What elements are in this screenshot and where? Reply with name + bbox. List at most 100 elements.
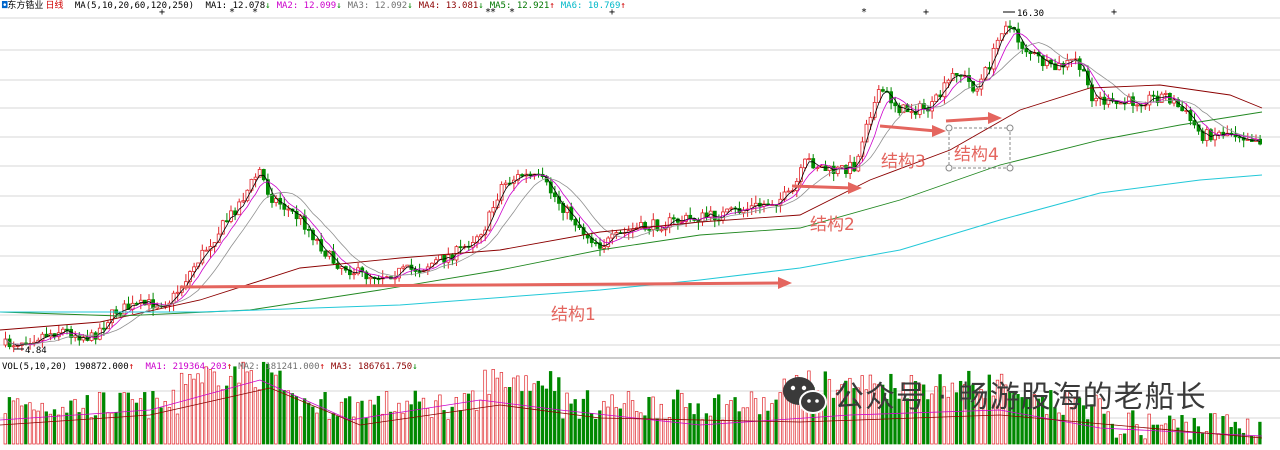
volume-bar <box>1069 406 1073 445</box>
candle <box>1200 130 1205 141</box>
watermark: 公众号 · 畅游股海的老船长 <box>784 372 1207 416</box>
volume-bar <box>294 396 299 445</box>
vol-arrow: ↑ <box>128 362 135 372</box>
candle <box>376 278 381 281</box>
volume-bar <box>352 416 356 445</box>
volume-bar <box>372 404 376 445</box>
candle <box>967 75 971 82</box>
volume-bar <box>717 394 721 445</box>
volume-bar <box>122 392 126 445</box>
candle <box>106 322 110 330</box>
candle <box>868 116 873 125</box>
candle <box>241 200 246 203</box>
ma-params: MA(5,10,20,60,120,250) <box>74 1 195 11</box>
volume-bar <box>1028 397 1032 445</box>
candle <box>1053 63 1057 71</box>
candle <box>684 214 688 222</box>
candle <box>306 228 311 231</box>
volume-bar <box>930 393 934 445</box>
volume-bar <box>950 382 955 445</box>
volume-bar <box>446 419 450 445</box>
volume-bar <box>1045 414 1049 445</box>
candle <box>1159 93 1164 103</box>
candle <box>893 102 898 107</box>
volume-bar <box>917 383 922 445</box>
candle <box>807 158 811 160</box>
period-label[interactable]: 日线 <box>45 1 64 11</box>
volume-bar <box>188 373 192 445</box>
volume-bar <box>389 411 393 445</box>
selection-box[interactable] <box>945 124 1014 172</box>
candle <box>909 111 914 114</box>
candle <box>1168 92 1172 104</box>
expand-icon[interactable]: ◘ <box>2 1 8 11</box>
candle <box>917 103 922 115</box>
volume-bar <box>3 413 7 445</box>
volume-bar <box>864 389 868 445</box>
candlesticks[interactable] <box>3 20 1262 353</box>
volume-bar <box>520 391 524 445</box>
volume-bar <box>331 413 335 445</box>
volume-bar <box>171 389 176 445</box>
volume-bar <box>175 413 180 445</box>
volume-bar <box>81 407 85 445</box>
volume-bar <box>1204 431 1209 445</box>
volume-bar <box>934 386 938 445</box>
candle <box>610 233 615 239</box>
volume-bar <box>995 379 1000 445</box>
price-header: ◘东方锆业 日线 MA(5,10,20,60,120,250) MA1: 12.0… <box>2 0 638 12</box>
candle <box>548 181 553 194</box>
candle <box>175 291 180 294</box>
volume-bar <box>1159 424 1164 445</box>
candle <box>671 217 676 220</box>
candle <box>188 271 192 283</box>
event-marker: + <box>609 7 615 18</box>
volume-bar <box>737 411 741 445</box>
volume-bar <box>725 404 729 445</box>
volume-bar <box>7 397 12 445</box>
candle <box>483 229 488 236</box>
volume-bar <box>397 402 401 445</box>
volume-bar <box>704 413 709 445</box>
volume-bar <box>946 396 950 445</box>
volume-bar <box>1114 437 1119 445</box>
ma-value-1: MA1: 12.078↓ <box>205 1 271 11</box>
candle <box>102 327 106 330</box>
candle <box>224 220 229 223</box>
volume-bar <box>106 412 110 445</box>
candle <box>40 333 45 341</box>
volume-bar <box>434 400 438 445</box>
event-markers[interactable]: + * * ** * + * + + <box>159 7 1117 18</box>
ma-value-5: MA5: 12.921↑ <box>489 1 555 11</box>
volume-bar <box>77 412 81 445</box>
volume-bar <box>708 415 713 445</box>
ma-value-4: MA4: 13.081↓ <box>418 1 484 11</box>
volume-bar <box>167 406 171 445</box>
candle <box>122 303 127 315</box>
volume-bar <box>1200 433 1205 445</box>
volume-bar <box>114 412 118 445</box>
volume-bar <box>1176 427 1180 445</box>
candle <box>864 123 869 143</box>
watermark-text: 公众号 · 畅游股海的老船长 <box>834 380 1207 415</box>
volume-bar <box>380 413 385 445</box>
volume-bar <box>983 398 987 445</box>
candle <box>1163 92 1168 95</box>
candle <box>520 174 524 177</box>
volume-bar <box>585 390 590 445</box>
volume-bar <box>212 371 217 445</box>
candle <box>954 73 959 76</box>
candle <box>1008 25 1012 28</box>
structure-arrow <box>879 124 937 133</box>
volume-bar <box>987 374 991 445</box>
volume-bar <box>680 392 684 445</box>
volume-bar <box>999 373 1004 445</box>
candle <box>311 229 315 241</box>
volume-bar <box>225 385 229 445</box>
volume-bar <box>442 410 446 445</box>
volume-bar <box>192 378 196 445</box>
candle <box>286 208 291 211</box>
volume-bar <box>598 410 602 445</box>
volume-bar <box>487 393 491 445</box>
